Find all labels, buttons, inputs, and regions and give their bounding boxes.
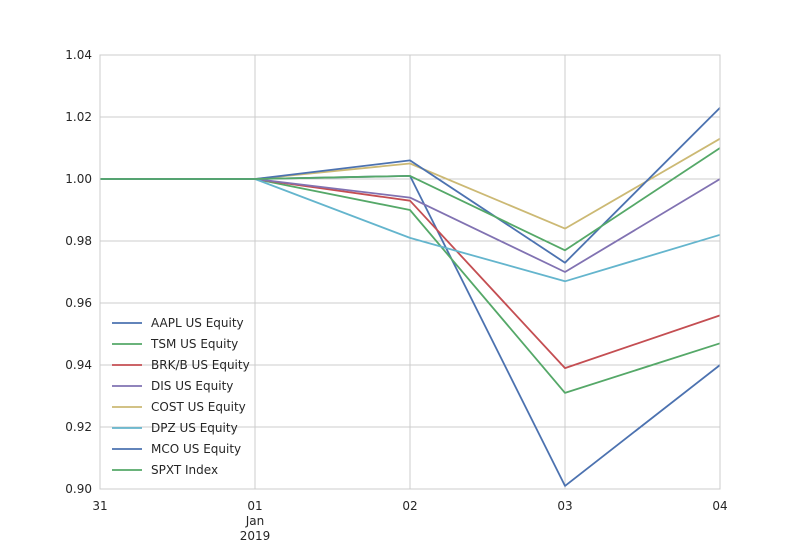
y-tick-label: 0.90 bbox=[65, 482, 92, 496]
y-tick-label: 0.92 bbox=[65, 420, 92, 434]
x-tick-label: 31 bbox=[92, 499, 107, 513]
legend-label: DPZ US Equity bbox=[151, 421, 238, 435]
legend-label: COST US Equity bbox=[151, 400, 246, 414]
y-axis-tick-labels: 0.90 0.92 0.94 0.96 0.98 1.00 1.02 1.04 bbox=[65, 48, 92, 496]
y-tick-label: 1.00 bbox=[65, 172, 92, 186]
legend-label: TSM US Equity bbox=[150, 337, 238, 351]
x-axis-tick-labels: 31 01 Jan 2019 02 03 04 bbox=[92, 499, 727, 543]
y-tick-label: 0.94 bbox=[65, 358, 92, 372]
legend-label: DIS US Equity bbox=[151, 379, 233, 393]
y-tick-label: 1.04 bbox=[65, 48, 92, 62]
y-tick-label: 1.02 bbox=[65, 110, 92, 124]
x-tick-label: 01 Jan 2019 bbox=[240, 499, 271, 543]
legend-label: SPXT Index bbox=[151, 463, 218, 477]
legend-label: MCO US Equity bbox=[151, 442, 241, 456]
plot-frame bbox=[99, 54, 721, 490]
x-tick-label: 04 bbox=[712, 499, 727, 513]
y-tick-label: 0.96 bbox=[65, 296, 92, 310]
legend-label: BRK/B US Equity bbox=[151, 358, 250, 372]
series-lines bbox=[100, 107, 721, 487]
legend: AAPL US Equity TSM US Equity BRK/B US Equi… bbox=[112, 316, 250, 477]
y-tick-label: 0.98 bbox=[65, 234, 92, 248]
series-line-7 bbox=[100, 147, 721, 252]
legend-label: AAPL US Equity bbox=[151, 316, 244, 330]
x-tick-label: 03 bbox=[557, 499, 572, 513]
x-tick-label: 02 bbox=[402, 499, 417, 513]
